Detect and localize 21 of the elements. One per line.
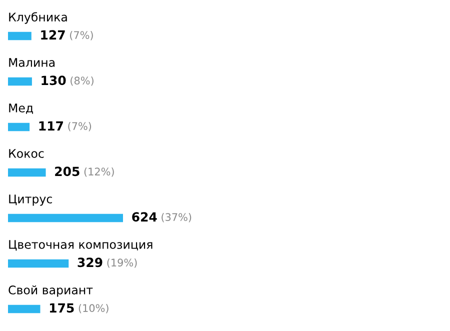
bar	[8, 122, 30, 132]
bar	[8, 168, 46, 177]
bar	[8, 259, 69, 268]
y-tick-label: Мед	[9, 104, 33, 114]
bar	[8, 304, 40, 314]
bar	[8, 214, 123, 222]
data-label: 127 (7%)	[41, 30, 93, 40]
y-tick-label: Свой вариант	[8, 285, 93, 297]
data-label: 117 (7%)	[39, 121, 92, 132]
data-label: 205 (12%)	[55, 166, 114, 177]
data-label: 329 (19%)	[78, 258, 137, 268]
y-tick-label: Цитрус	[9, 194, 52, 206]
data-label: 175 (10%)	[50, 303, 108, 314]
data-label: 624 (37%)	[132, 212, 192, 222]
data-label: 130 (8%)	[42, 76, 94, 86]
bar	[8, 77, 32, 86]
bar	[8, 32, 32, 40]
y-tick-label: Клубника	[9, 12, 67, 24]
y-tick-label: Малина	[9, 58, 55, 67]
y-tick-label: Кокос	[9, 149, 44, 158]
y-tick-label: Цветочная композиция	[9, 240, 152, 251]
